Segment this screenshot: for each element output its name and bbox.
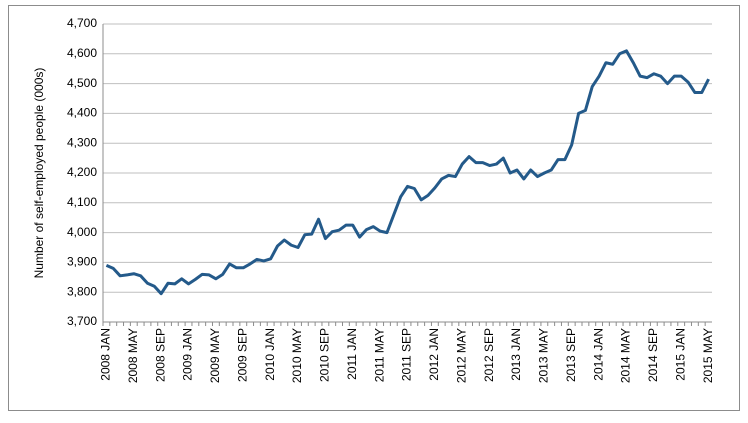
y-tick-label: 4,700 (67, 16, 97, 30)
x-tick-label: 2012 JAN (427, 328, 441, 381)
x-tick-label: 2010 MAY (290, 328, 304, 383)
x-tick-label: 2008 MAY (126, 328, 140, 383)
x-tick-label: 2015 JAN (673, 328, 687, 381)
y-tick-label: 4,400 (67, 106, 97, 120)
x-tick-label: 2009 JAN (181, 328, 195, 381)
y-tick-label: 4,500 (67, 76, 97, 90)
x-tick-label: 2008 SEP (153, 328, 167, 382)
x-tick-label: 2014 JAN (591, 328, 605, 381)
y-tick-label: 3,700 (67, 314, 97, 328)
x-tick-label: 2010 JAN (263, 328, 277, 381)
y-tick-label: 4,600 (67, 46, 97, 60)
data-line (105, 49, 710, 296)
chart-border (8, 5, 740, 411)
x-tick-label: 2011 MAY (372, 328, 386, 382)
y-tick-label: 4,200 (67, 165, 97, 179)
x-tick-label: 2011 SEP (400, 328, 414, 381)
x-tick-label: 2009 SEP (235, 328, 249, 382)
y-axis-label: Number of self-employed people (000s) (32, 68, 46, 279)
x-tick-label: 2012 MAY (454, 328, 468, 383)
x-tick-label: 2008 JAN (99, 328, 113, 381)
x-tick-label: 2010 SEP (318, 328, 332, 382)
x-tick-label: 2013 JAN (509, 328, 523, 381)
x-tick-label: 2012 SEP (482, 328, 496, 382)
y-tick-label: 4,100 (67, 195, 97, 209)
x-tick-label: 2014 MAY (619, 328, 633, 383)
x-tick-label: 2009 MAY (208, 328, 222, 383)
y-tick-label: 4,000 (67, 225, 97, 239)
x-tick-label: 2011 JAN (345, 328, 359, 380)
y-tick-label: 4,300 (67, 135, 97, 149)
x-tick-label: 2014 SEP (646, 328, 660, 382)
x-tick-label: 2015 MAY (701, 328, 715, 383)
y-tick-label: 3,800 (67, 284, 97, 298)
x-tick-label: 2013 SEP (564, 328, 578, 382)
x-tick-label: 2013 MAY (537, 328, 551, 383)
y-tick-label: 3,900 (67, 255, 97, 269)
